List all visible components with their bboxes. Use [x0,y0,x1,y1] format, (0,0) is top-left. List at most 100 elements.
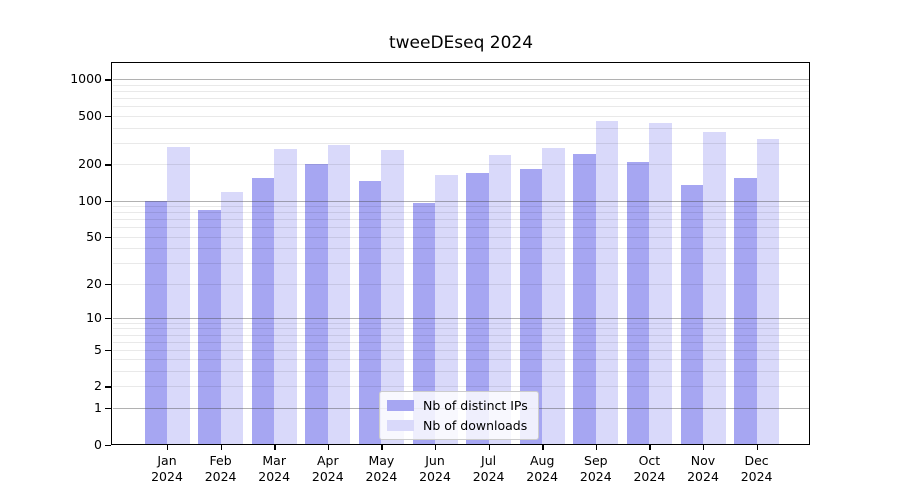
y-tick-label-500: 500 [78,107,102,123]
y-tick-200 [105,164,111,166]
bar-aug-downloads [542,147,565,444]
x-tick-oct [649,444,651,450]
gridline-minor-200 [113,164,809,166]
gridline-minor-50 [113,236,809,238]
y-tick-10 [105,317,111,320]
y-tick-label-100: 100 [78,192,102,208]
gridline-minor-40 [113,248,809,250]
legend: Nb of distinct IPs Nb of downloads [379,391,539,440]
y-tick-2 [105,386,111,388]
y-tick-50 [105,236,111,239]
y-tick-label-2: 2 [94,378,102,394]
gridline-minor-8 [113,328,809,330]
chart-title: tweeDEseq 2024 [388,33,534,53]
gridline-minor-9 [113,322,809,324]
bar-apr-distinct-ips [305,163,328,444]
gridline-minor-7 [113,334,809,336]
x-tick-label-dec: Dec 2024 [740,452,773,484]
gridline-minor-2 [113,386,809,388]
y-tick-label-200: 200 [78,156,102,172]
bar-mar-downloads [274,148,297,444]
x-tick-aug [542,444,544,450]
bar-apr-downloads [327,144,351,444]
legend-label-downloads: Nb of downloads [423,418,528,433]
gridline-minor-700 [113,98,809,100]
x-tick-apr [327,444,330,450]
y-tick-label-50: 50 [86,228,102,244]
legend-swatch-distinct-ips [387,400,414,411]
bar-feb-downloads [220,191,244,444]
bar-may-downloads [381,150,404,444]
bar-feb-distinct-ips [198,209,221,444]
x-tick-label-mar: Mar 2024 [258,452,291,484]
gridline-minor-4 [113,359,809,361]
x-tick-mar [274,444,276,450]
x-tick-jul [488,444,490,450]
y-tick-label-20: 20 [86,275,102,291]
gridline-minor-900 [113,84,809,86]
y-tick-1 [105,407,111,410]
x-tick-label-jul: Jul 2024 [472,452,505,484]
bar-sep-distinct-ips [573,154,596,444]
x-tick-jan [167,444,169,450]
legend-label-distinct-ips: Nb of distinct IPs [423,398,528,413]
bar-sep-downloads [595,121,619,444]
gridline-minor-70 [113,219,809,221]
gridline-minor-80 [113,212,809,214]
gridline-minor-600 [113,106,809,108]
x-tick-feb [220,444,222,450]
bar-aug-distinct-ips [519,169,543,444]
legend-swatch-downloads [387,420,414,431]
x-tick-label-feb: Feb 2024 [204,452,237,484]
y-tick-100 [105,200,111,202]
bar-mar-distinct-ips [251,178,275,444]
gridline-minor-20 [113,283,809,285]
x-tick-nov [703,444,705,450]
y-tick-label-0: 0 [94,436,102,452]
bar-nov-distinct-ips [680,185,703,444]
x-tick-sep [595,444,598,450]
gridline-minor-300 [113,142,809,144]
gridline-major-10 [113,317,809,319]
x-tick-label-jun: Jun 2024 [419,452,451,484]
gridline-minor-3 [113,371,809,373]
bar-oct-downloads [649,123,672,444]
bar-nov-downloads [703,132,726,444]
gridline-minor-5 [113,349,809,351]
gridline-minor-6 [113,341,809,343]
x-tick-label-nov: Nov 2024 [687,452,719,484]
bar-dec-downloads [756,138,780,444]
bar-dec-distinct-ips [734,177,757,444]
y-tick-500 [105,115,111,118]
y-tick-label-1000: 1000 [70,71,102,87]
x-tick-label-apr: Apr 2024 [311,452,344,484]
gridline-minor-90 [113,206,809,208]
y-tick-1000 [105,79,111,81]
bar-jan-distinct-ips [144,200,167,444]
bar-may-distinct-ips [358,180,382,444]
x-tick-label-aug: Aug 2024 [526,452,559,484]
y-tick-label-5: 5 [94,341,102,357]
y-tick-20 [105,283,111,285]
x-tick-dec [756,444,758,450]
x-tick-jun [435,444,437,450]
gridline-major-100 [113,200,809,202]
gridline-minor-30 [113,262,809,264]
x-tick-label-may: May 2024 [365,452,398,484]
y-tick-0 [105,444,111,446]
gridline-minor-400 [113,127,809,129]
gridline-minor-500 [113,115,809,117]
bar-jul-distinct-ips [466,173,489,444]
x-tick-label-jan: Jan 2024 [151,452,183,484]
gridline-minor-60 [113,227,809,229]
gridline-minor-800 [113,91,809,93]
y-tick-label-10: 10 [86,309,102,325]
gridline-major-1000 [113,79,809,81]
y-tick-label-1: 1 [94,399,102,415]
x-tick-label-sep: Sep 2024 [579,452,612,484]
bar-jan-downloads [167,146,190,444]
bar-jul-downloads [488,155,512,444]
legend-entry-downloads: Nb of downloads [387,418,528,433]
x-tick-may [381,444,383,450]
